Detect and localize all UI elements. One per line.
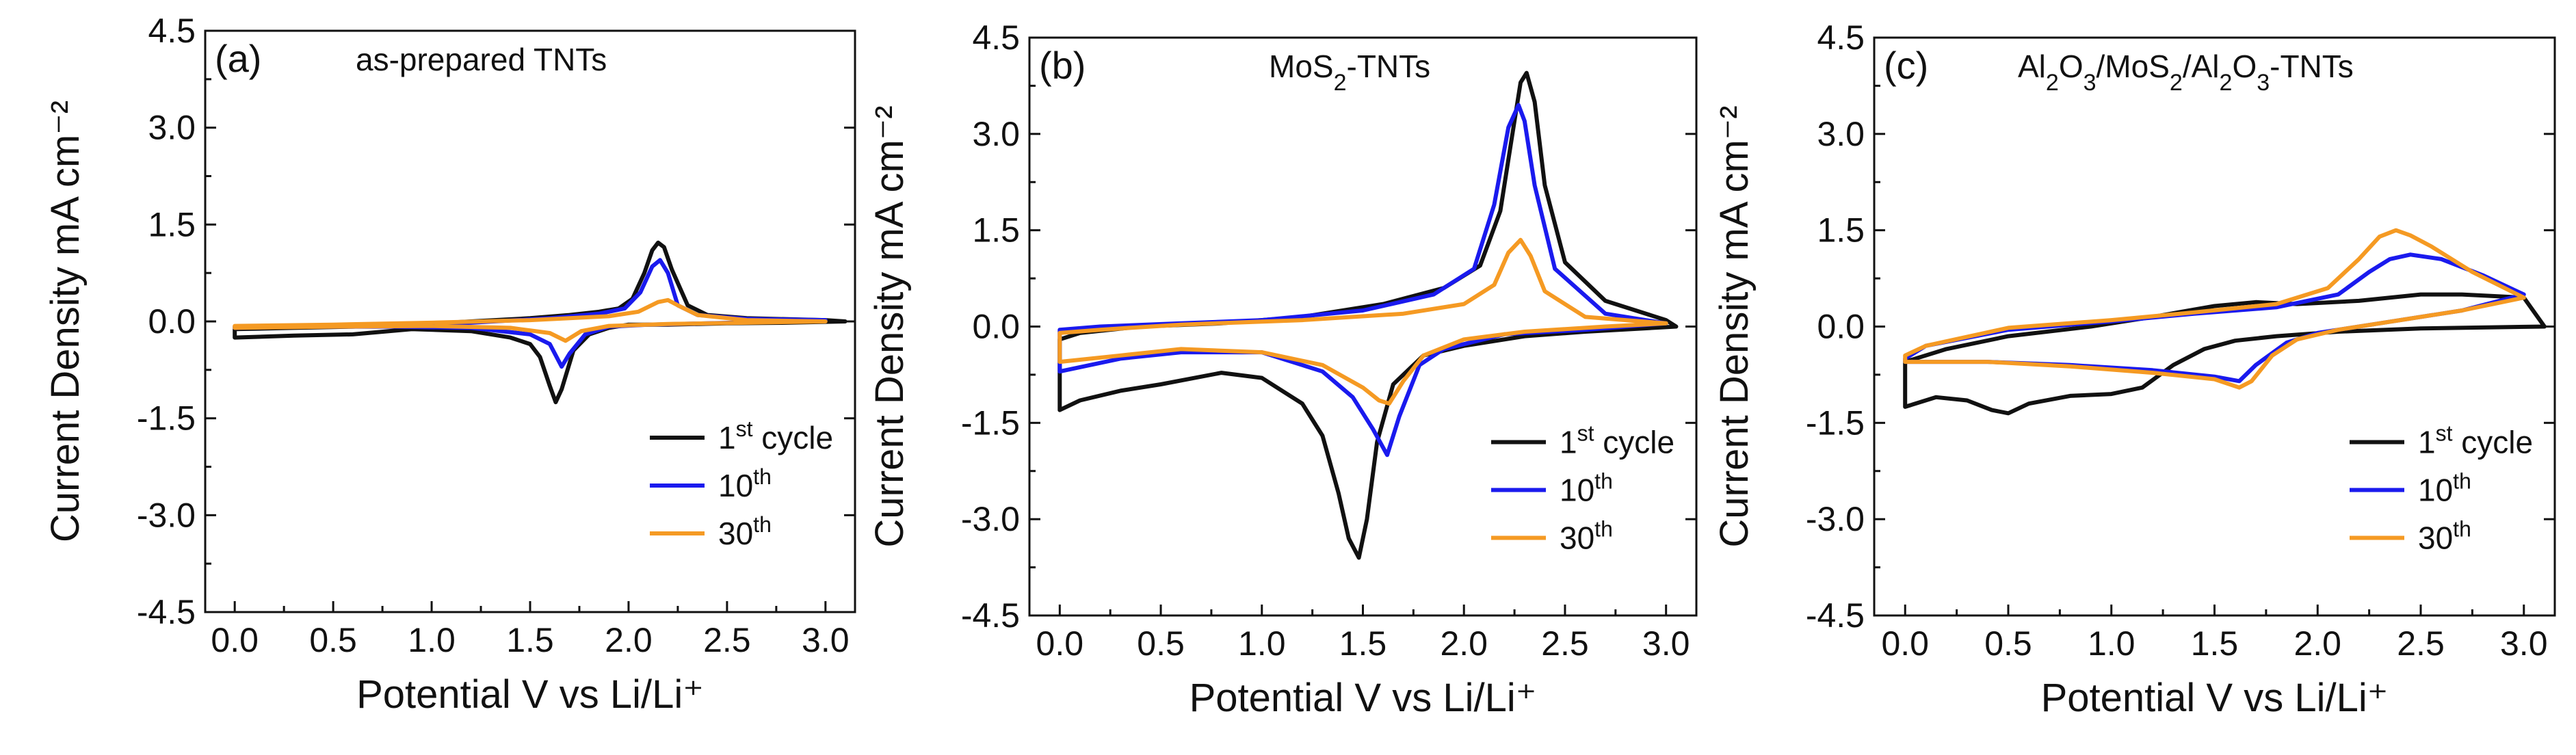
legend-entry: 1st cycle xyxy=(718,416,833,455)
x-tick-label: 1.0 xyxy=(408,621,456,659)
x-tick-label: 3.0 xyxy=(1642,624,1690,663)
x-tick-label: 2.5 xyxy=(1541,624,1589,663)
y-tick-label: 0.0 xyxy=(148,302,196,341)
legend-entry: 30th xyxy=(2418,517,2471,556)
y-tick-label: -1.5 xyxy=(1806,403,1865,442)
panel-a: -4.5 -3.0 -1.5 0.0 1.5 3.0 4.5 0.0 0.5 1.0 1.5 2.0 2… xyxy=(43,12,856,717)
y-tick-label: 3.0 xyxy=(148,109,196,147)
x-axis-label: Potential V vs Li/Li⁺ xyxy=(2041,676,2389,720)
x-tick-label: 0.0 xyxy=(1881,624,1929,663)
x-tick-label: 1.5 xyxy=(2191,624,2239,663)
legend-entry: 30th xyxy=(1560,517,1613,556)
y-tick-label: -1.5 xyxy=(137,399,196,438)
y-tick-label: 4.5 xyxy=(1817,18,1865,57)
legend-entry: 10th xyxy=(718,464,772,503)
y-tick-label: 1.5 xyxy=(148,205,196,243)
y-tick-label: -1.5 xyxy=(961,403,1020,442)
x-tick-label: 1.5 xyxy=(1339,624,1387,663)
panel-label: (c) xyxy=(1884,44,1928,87)
y-tick-label: 4.5 xyxy=(148,12,196,50)
x-tick-label: 3.0 xyxy=(802,621,850,659)
y-tick-label: 3.0 xyxy=(1817,115,1865,153)
series-line-10th xyxy=(233,258,828,369)
x-tick-label: 2.0 xyxy=(2294,624,2341,663)
series-line-10th xyxy=(1057,103,1668,458)
panel-label: (b) xyxy=(1039,44,1086,87)
y-tick-label: 1.5 xyxy=(1817,211,1865,250)
x-axis-label: Potential V vs Li/Li⁺ xyxy=(356,672,704,717)
y-tick-label: 3.0 xyxy=(972,115,1020,153)
y-axis-label: Current Density mA cm⁻² xyxy=(1712,105,1757,547)
panel-title: MoS2-TNTs xyxy=(1269,49,1430,96)
x-tick-label: 1.5 xyxy=(506,621,554,659)
y-tick-label: 0.0 xyxy=(972,308,1020,346)
y-axis-label: Current Density mA cm⁻² xyxy=(867,105,912,547)
panel-label: (a) xyxy=(215,37,261,80)
panel-title: as-prepared TNTs xyxy=(356,42,607,77)
panel-c: -4.5 -3.0 -1.5 0.0 1.5 3.0 4.5 0.0 0.5 1.0 1.5 2.0 2… xyxy=(1712,18,2556,720)
y-tick-label: -3.0 xyxy=(137,496,196,534)
y-tick-label: -4.5 xyxy=(961,596,1020,635)
y-axis-label: Current Density mA cm⁻² xyxy=(43,101,88,542)
x-tick-label: 0.0 xyxy=(211,621,259,659)
x-tick-label: 0.5 xyxy=(309,621,357,659)
y-tick-label: -4.5 xyxy=(137,593,196,631)
series-line-30th xyxy=(1057,237,1668,406)
x-tick-label: 1.0 xyxy=(1238,624,1286,663)
series-line-30th xyxy=(233,297,828,343)
x-tick-label: 2.0 xyxy=(1440,624,1488,663)
panel-b: -4.5 -3.0 -1.5 0.0 1.5 3.0 4.5 0.0 0.5 1.0 1.5 2.0 2… xyxy=(867,18,1698,720)
panel-title: Al2O3/MoS2/Al2O3-TNTs xyxy=(2018,49,2354,96)
x-tick-label: 2.0 xyxy=(605,621,653,659)
x-tick-label: 0.5 xyxy=(1984,624,2032,663)
legend-entry: 1st cycle xyxy=(1560,421,1674,460)
x-tick-label: 2.5 xyxy=(703,621,751,659)
x-tick-label: 1.0 xyxy=(2088,624,2135,663)
y-tick-label: 1.5 xyxy=(972,211,1020,250)
x-tick-label: 0.0 xyxy=(1036,624,1084,663)
x-tick-label: 2.5 xyxy=(2397,624,2445,663)
y-tick-label: -3.0 xyxy=(961,500,1020,538)
series-line-30th xyxy=(1903,228,2526,390)
y-tick-label: -4.5 xyxy=(1806,596,1865,635)
legend-entry: 30th xyxy=(718,512,772,551)
legend-entry: 10th xyxy=(2418,469,2471,508)
x-tick-label: 3.0 xyxy=(2500,624,2548,663)
x-axis-label: Potential V vs Li/Li⁺ xyxy=(1190,676,1537,720)
legend-entry: 1st cycle xyxy=(2418,421,2533,460)
legend-entry: 10th xyxy=(1560,469,1613,508)
y-tick-label: 0.0 xyxy=(1817,308,1865,346)
y-tick-label: -3.0 xyxy=(1806,500,1865,538)
x-tick-label: 0.5 xyxy=(1137,624,1185,663)
y-tick-label: 4.5 xyxy=(972,18,1020,57)
